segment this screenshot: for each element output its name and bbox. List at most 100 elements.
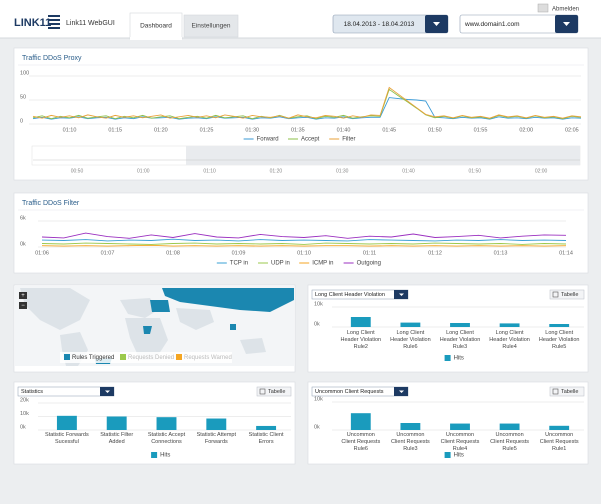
x-tick-label: 01:20 xyxy=(154,127,168,133)
zoom-in[interactable]: + xyxy=(21,293,25,299)
map-legend-label: Requests Denied xyxy=(128,355,174,361)
x-tick-label: 01:06 xyxy=(35,250,49,256)
map-legend-label: Requests Warned xyxy=(184,355,232,361)
bar xyxy=(350,413,371,430)
panel-title: Traffic DDoS Filter xyxy=(22,200,80,207)
x-tick-label: Long Client Header Violation Rule4 xyxy=(489,330,530,350)
navigator-tick-label: 01:40 xyxy=(402,168,415,174)
tab-einstellungen[interactable]: Einstellungen xyxy=(191,23,230,30)
series-line xyxy=(32,97,582,120)
table-button[interactable] xyxy=(549,386,585,397)
x-tick-label: 01:30 xyxy=(245,127,259,133)
x-tick-label: Long Client Header Violation Rule2 xyxy=(340,330,382,350)
x-tick-label: 01:55 xyxy=(474,127,488,133)
x-tick-label: Statistic Accept Connections xyxy=(147,432,186,445)
map-land xyxy=(20,288,294,366)
y-tick-label: 20k xyxy=(20,397,29,403)
x-tick-label: 01:09 xyxy=(232,250,246,256)
zoom-out-button[interactable] xyxy=(19,302,27,309)
chart-select-caret xyxy=(105,390,110,393)
chart-select-caret xyxy=(399,293,404,296)
map-legend-label: Rules Triggered xyxy=(72,355,114,361)
series-line xyxy=(41,232,567,239)
x-tick-label: 01:08 xyxy=(166,250,180,256)
domain-caret xyxy=(563,22,570,26)
chart-select-label[interactable]: Long Client Header Violation xyxy=(315,292,385,298)
y-tick-label: 50 xyxy=(20,94,26,100)
x-tick-label: Uncommon Client Requests Rule5 xyxy=(490,432,529,452)
chart-select-caret xyxy=(399,390,404,393)
y-tick-label: 0k xyxy=(20,424,26,430)
x-tick-label: Statistic Forwards Sucessful xyxy=(45,432,89,445)
x-tick-label: 01:07 xyxy=(101,250,115,256)
x-tick-label: 01:11 xyxy=(363,250,376,256)
table-icon xyxy=(552,291,559,298)
zoom-in-button[interactable] xyxy=(19,292,27,299)
tab-inactive[interactable] xyxy=(183,14,239,38)
legend-label: Forward xyxy=(257,137,279,143)
bar xyxy=(156,417,177,430)
map-legend-box xyxy=(60,352,232,363)
legend-label: Filter xyxy=(342,137,355,143)
date-caret xyxy=(433,22,440,26)
table-button-label[interactable]: Tabelle xyxy=(561,292,578,298)
table-button[interactable] xyxy=(549,289,585,300)
y-tick-label: 0k xyxy=(314,424,320,430)
panel xyxy=(13,192,589,274)
chart-select-label[interactable]: Statistics xyxy=(21,389,43,395)
logout-link[interactable]: Abmelden xyxy=(552,7,579,13)
x-tick-label: 01:10 xyxy=(297,250,311,256)
logout-icon[interactable] xyxy=(537,3,549,13)
bar xyxy=(350,317,371,327)
y-tick-label: 0 xyxy=(20,118,23,124)
series-line xyxy=(32,88,582,120)
legend-label: Outgoing xyxy=(357,261,381,267)
legend-swatch xyxy=(151,452,158,458)
x-tick-label: 01:12 xyxy=(428,250,442,256)
x-tick-label: Long Client Header Violation Rule3 xyxy=(439,330,481,350)
series-line xyxy=(41,238,567,242)
navigator-window xyxy=(186,146,580,165)
tab-active[interactable] xyxy=(129,12,183,40)
bar xyxy=(106,416,127,430)
series-line xyxy=(32,86,582,119)
table-button[interactable] xyxy=(256,386,292,397)
x-tick-label: Statistic Client Errors xyxy=(248,432,284,445)
x-tick-label: 01:25 xyxy=(200,127,214,133)
chart-select-label[interactable]: Uncommon Client Requests xyxy=(315,389,384,395)
table-button-label[interactable]: Tabelle xyxy=(561,389,578,395)
bar xyxy=(256,425,277,430)
legend-label: UDP in xyxy=(271,261,290,267)
legend-label: Hits xyxy=(160,453,170,459)
bar xyxy=(400,322,421,327)
date-range[interactable]: 18.04.2013 - 18.04.2013 xyxy=(344,21,415,28)
legend-swatch xyxy=(444,355,451,361)
navigator-tick-label: 00:50 xyxy=(71,168,84,174)
table-icon xyxy=(259,388,266,395)
tab-dashboard[interactable]: Dashboard xyxy=(140,23,172,30)
y-tick-label: 6k xyxy=(20,215,26,221)
bar xyxy=(549,324,570,327)
x-tick-label: Uncommon Client Requests Rule3 xyxy=(390,432,430,452)
navigator-tick-label: 01:20 xyxy=(270,168,283,174)
x-tick-label: 02:05 xyxy=(565,127,579,133)
map-legend-swatch xyxy=(64,354,70,360)
bar xyxy=(206,418,227,430)
navigator-tick-label: 01:50 xyxy=(469,168,482,174)
map-legend-swatch xyxy=(176,354,182,360)
logo-stripes xyxy=(48,15,60,29)
panel-title: Traffic DDoS Proxy xyxy=(22,55,82,62)
x-tick-label: 01:10 xyxy=(63,127,77,133)
bar xyxy=(56,415,77,430)
domain[interactable]: www.domain1.com xyxy=(464,21,520,28)
bar xyxy=(400,423,421,430)
navigator-tick-label: 02:00 xyxy=(535,168,548,174)
table-button-label[interactable]: Tabelle xyxy=(268,389,285,395)
app-name: Link11 WebGUI xyxy=(66,20,115,27)
x-tick-label: 01:35 xyxy=(291,127,305,133)
bar xyxy=(450,423,470,430)
zoom-out[interactable]: − xyxy=(21,303,25,309)
legend-label: Accept xyxy=(301,137,320,143)
